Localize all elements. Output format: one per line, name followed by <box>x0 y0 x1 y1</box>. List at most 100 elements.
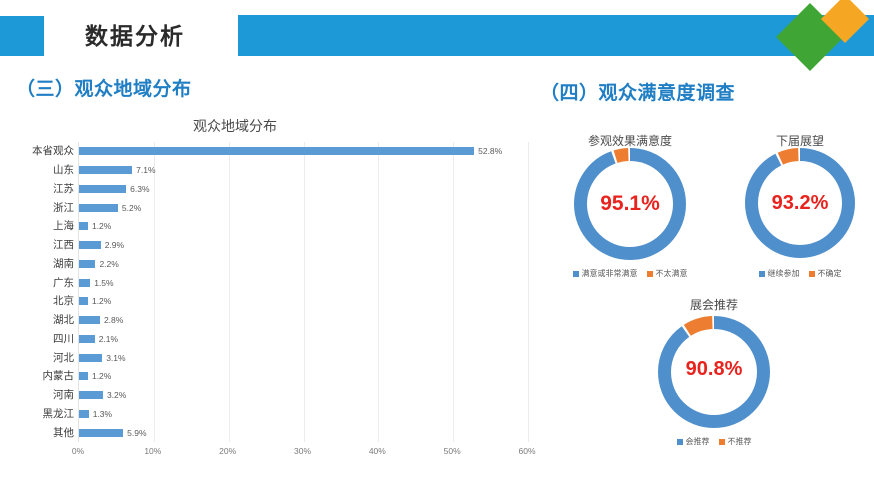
legend-swatch <box>572 270 579 277</box>
bar-value-label: 1.3% <box>92 408 113 419</box>
donut-chart-exhibition-recommendation: 展会推荐 90.8% 会推荐 不推荐 <box>638 296 790 448</box>
bar <box>79 222 88 231</box>
bar <box>79 391 103 400</box>
legend-item: 会推荐 <box>676 436 710 447</box>
x-axis-tick-label: 30% <box>293 446 312 456</box>
donut-title: 下届展望 <box>775 134 824 148</box>
bar-category-label: 黑龙江 <box>42 407 75 420</box>
bar-category-label: 四川 <box>53 332 74 345</box>
donut-title: 参观效果满意度 <box>587 134 672 148</box>
bar <box>79 334 95 343</box>
bar-row: 1.5% <box>79 274 114 292</box>
donut-chart-next-session-outlook: 下届展望 93.2% 继续参加 不确定 <box>730 132 870 292</box>
bar-category-label: 江西 <box>53 239 74 252</box>
bar <box>79 297 88 306</box>
bar-chart-title: 观众地域分布 <box>193 118 277 134</box>
bar <box>79 184 127 193</box>
header-accent-square <box>0 16 44 56</box>
gridline <box>528 142 529 442</box>
section-title-region-distribution: （三）观众地域分布 <box>16 79 192 100</box>
donut-center-percentage: 93.2% <box>771 192 829 214</box>
bar-category-label: 广东 <box>53 276 74 289</box>
donut-legend: 满意或非常满意 不太满意 <box>556 268 704 279</box>
bar-value-label: 2.8% <box>103 315 124 326</box>
donut-chart-visit-satisfaction: 参观效果满意度 95.1% 满意或非常满意 不太满意 <box>556 132 704 292</box>
bar-row: 1.3% <box>79 405 112 423</box>
bar <box>79 147 475 156</box>
bar-value-label: 1.2% <box>91 221 112 232</box>
legend-item: 不太满意 <box>646 268 688 279</box>
donut-legend: 会推荐 不推荐 <box>638 436 790 447</box>
header-blue-bar <box>238 15 874 56</box>
bar-row: 5.9% <box>79 424 147 442</box>
bar-row: 2.8% <box>79 311 123 329</box>
bar-row: 3.1% <box>79 349 126 367</box>
bar <box>79 166 133 175</box>
bar-value-label: 52.8% <box>478 146 503 157</box>
legend-swatch <box>718 438 725 445</box>
legend-swatch <box>808 270 815 277</box>
bar <box>79 203 118 212</box>
section-title-satisfaction-survey: （四）观众满意度调查 <box>540 83 736 104</box>
bar <box>79 372 88 381</box>
bar-value-label: 6.3% <box>130 183 150 194</box>
legend-label: 不确定 <box>817 269 842 278</box>
legend-label: 继续参加 <box>767 269 800 278</box>
bar-row: 7.1% <box>79 161 156 179</box>
bar-category-label: 山东 <box>53 164 74 177</box>
x-axis-tick-label: 40% <box>368 446 386 456</box>
page-title: 数据分析 <box>85 23 185 49</box>
gridline <box>378 142 380 442</box>
bar-row: 1.2% <box>79 367 111 385</box>
bar-value-label: 1.5% <box>94 277 114 288</box>
bar-category-label: 北京 <box>53 295 74 308</box>
bar-category-label: 河南 <box>53 389 74 402</box>
gridline <box>228 142 230 442</box>
bar-value-label: 1.2% <box>91 296 112 307</box>
bar-row: 1.2% <box>79 292 111 310</box>
legend-label: 满意或非常满意 <box>581 269 638 278</box>
bar <box>79 428 124 437</box>
x-axis-tick-label: 60% <box>518 446 536 456</box>
bar-row: 3.2% <box>79 386 126 404</box>
bar <box>79 259 96 268</box>
bar-value-label: 5.9% <box>127 427 147 438</box>
bar-value-label: 3.1% <box>106 352 126 363</box>
bar-row: 5.2% <box>79 199 141 217</box>
donut-ring <box>574 148 686 260</box>
bar <box>79 353 103 362</box>
legend-label: 不太满意 <box>655 269 688 278</box>
bar-category-label: 浙江 <box>53 201 74 214</box>
bar-category-label: 江苏 <box>53 182 74 195</box>
bar-row: 6.3% <box>79 180 150 198</box>
bar-row: 2.9% <box>79 236 124 254</box>
x-axis-tick-label: 20% <box>219 446 237 456</box>
gridline <box>303 142 305 442</box>
legend-label: 会推荐 <box>685 437 710 446</box>
bar-value-label: 3.2% <box>106 390 127 401</box>
bar-category-label: 湖南 <box>53 257 74 270</box>
legend-swatch <box>646 270 653 277</box>
legend-item: 满意或非常满意 <box>572 268 638 279</box>
bar <box>79 409 89 418</box>
bar-category-label: 上海 <box>53 220 74 233</box>
bar-chart-plot-area: 52.8% 7.1% 6.3% 5.2% 1.2% 2.9% 2.2% 1.5% 1.2% 2.8… <box>78 142 529 442</box>
bar-value-label: 2.9% <box>104 240 125 251</box>
donut-ring <box>658 316 770 428</box>
bar-row: 2.1% <box>79 330 118 348</box>
region-distribution-bar-chart: 观众地域分布 本省观众 山东 江苏 浙江 上海 江西 湖南 广东 北京 湖北 四川 河北 内蒙古 河南 黑龙… <box>0 110 540 470</box>
x-axis-tick-label: 50% <box>443 446 461 456</box>
bar-category-label: 河北 <box>53 351 74 364</box>
bar-category-label: 其他 <box>53 426 74 439</box>
legend-swatch <box>758 270 765 277</box>
bar-chart-category-axis: 本省观众 山东 江苏 浙江 上海 江西 湖南 广东 北京 湖北 四川 河北 内蒙古 河南 黑龙江 其他 <box>0 142 78 442</box>
bar-value-label: 7.1% <box>136 165 156 176</box>
donut-ring <box>745 148 855 258</box>
bar-value-label: 2.2% <box>99 258 119 269</box>
legend-item: 不推荐 <box>718 436 752 447</box>
donut-center-percentage: 90.8% <box>685 358 743 380</box>
legend-item: 继续参加 <box>758 268 800 279</box>
bar-category-label: 内蒙古 <box>42 370 75 383</box>
bar-row: 1.2% <box>79 217 111 235</box>
